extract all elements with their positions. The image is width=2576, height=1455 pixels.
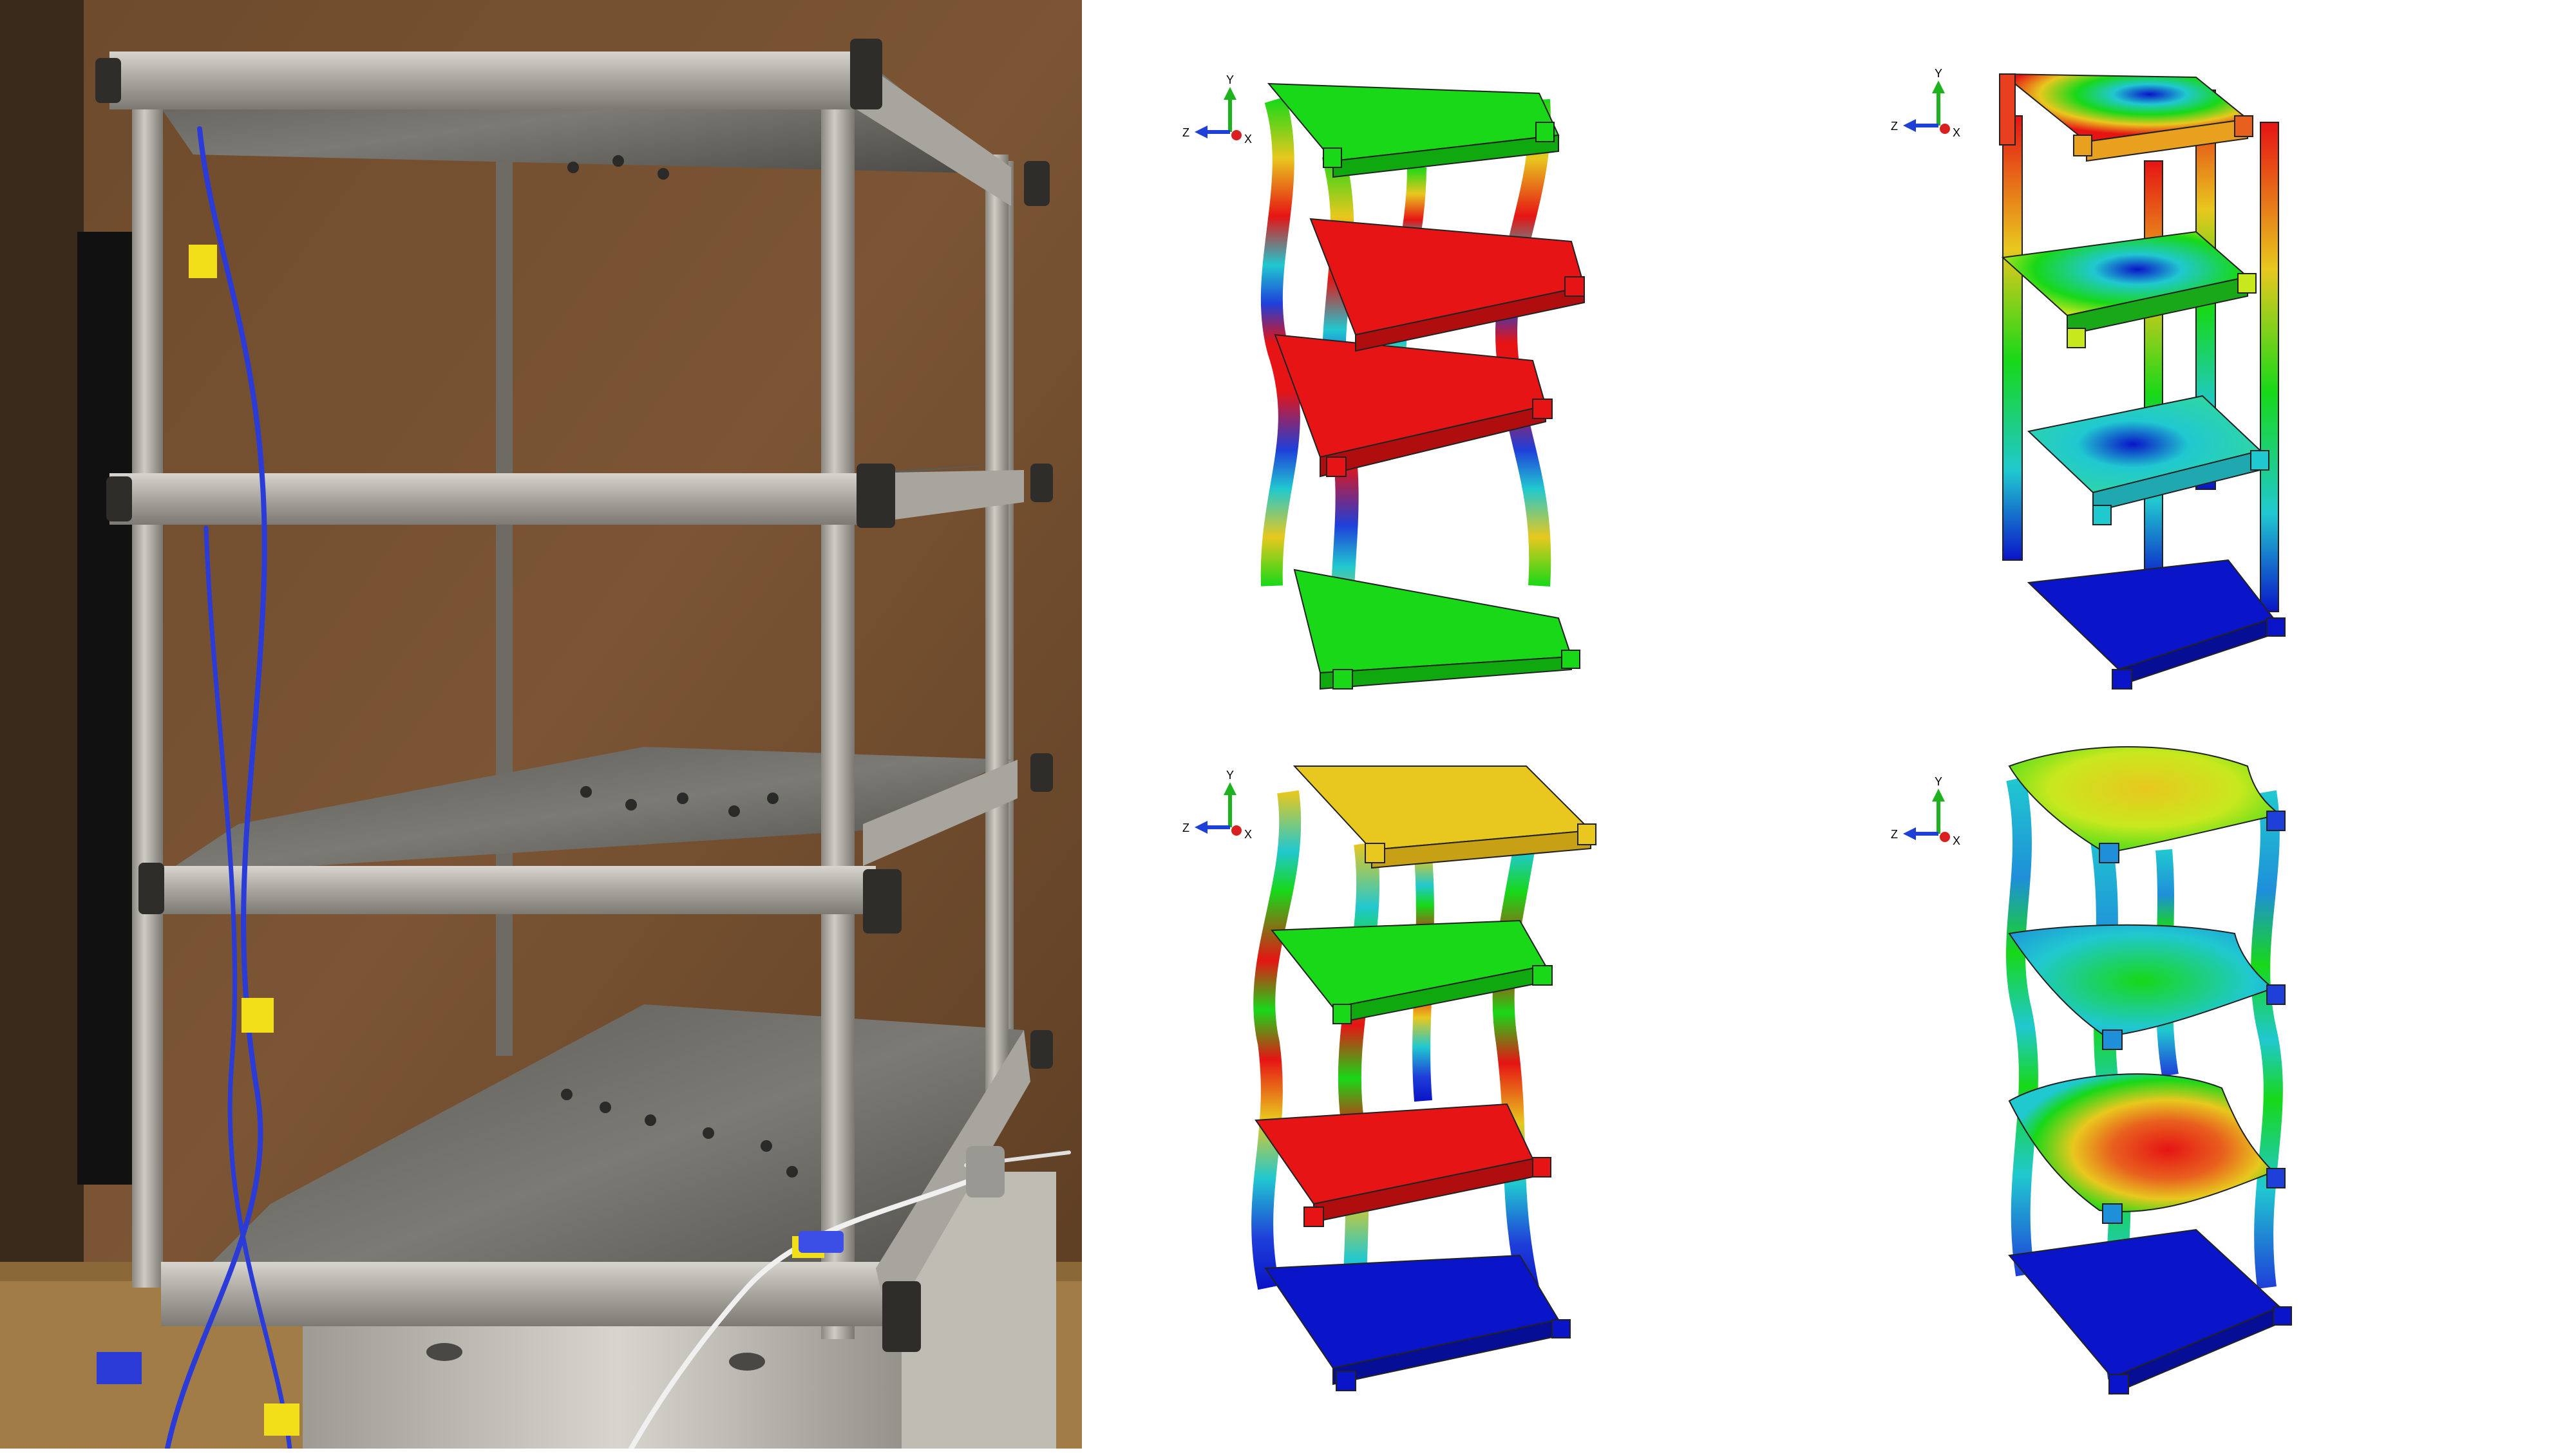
z-axis-label: Z xyxy=(1891,120,1898,133)
z-axis-label: Z xyxy=(1891,828,1898,841)
accelerometer-tags xyxy=(189,245,824,1436)
mode-shape-panel-bottom-right: Y Z X xyxy=(1891,746,2292,1395)
z-axis-label: Z xyxy=(1182,126,1189,139)
x-axis-label: X xyxy=(1953,126,1960,139)
floor-plate xyxy=(2008,1073,2275,1212)
x-axis-label: X xyxy=(1953,834,1960,847)
plate-bolt-holes xyxy=(561,155,798,1178)
fe-structure-mode-3 xyxy=(1251,765,1596,1391)
test-structure-photo xyxy=(0,0,1082,1449)
sensor-tag xyxy=(189,245,217,278)
x-axis-label: X xyxy=(1244,828,1252,841)
coordinate-triad: Y Z X xyxy=(1891,775,1960,847)
x-axis-label: X xyxy=(1244,133,1252,146)
y-axis-label: Y xyxy=(1226,769,1234,782)
floor-plate xyxy=(2027,559,2275,671)
floor-plate xyxy=(2008,1228,2281,1379)
coordinate-triad: Y Z X xyxy=(1891,67,1960,139)
sensor-tag xyxy=(242,998,274,1033)
mode-shape-panel-top-right: Y Z X xyxy=(1891,67,2286,690)
y-axis-label: Y xyxy=(1935,775,1942,788)
x-axis-marker xyxy=(1940,124,1950,134)
x-axis-marker xyxy=(1231,130,1242,140)
floor-plate xyxy=(2008,746,2282,854)
mode-shape-panel-top-left: Y Z X xyxy=(1182,73,1586,690)
front-columns xyxy=(132,64,1009,1339)
x-axis-marker xyxy=(1940,832,1950,842)
photo-sensor-plugs xyxy=(97,1146,1005,1384)
fe-structure-mode-4 xyxy=(2006,746,2292,1395)
x-axis-marker xyxy=(1231,825,1242,836)
corner-bolt-blocks xyxy=(95,39,1053,1352)
fe-structure-mode-1 xyxy=(1260,82,1586,690)
mode-shape-panel-bottom-left: Y Z X xyxy=(1182,765,1596,1391)
y-axis-label: Y xyxy=(1226,73,1234,86)
floor-beams xyxy=(109,52,1030,1326)
y-axis-label: Y xyxy=(1935,67,1942,80)
z-axis-label: Z xyxy=(1182,821,1189,834)
coordinate-triad: Y Z X xyxy=(1182,769,1252,841)
sensor-cables xyxy=(165,126,1071,1449)
floor-plate xyxy=(2008,924,2275,1038)
fe-structure-mode-2 xyxy=(1999,73,2286,690)
coordinate-triad: Y Z X xyxy=(1182,73,1252,146)
